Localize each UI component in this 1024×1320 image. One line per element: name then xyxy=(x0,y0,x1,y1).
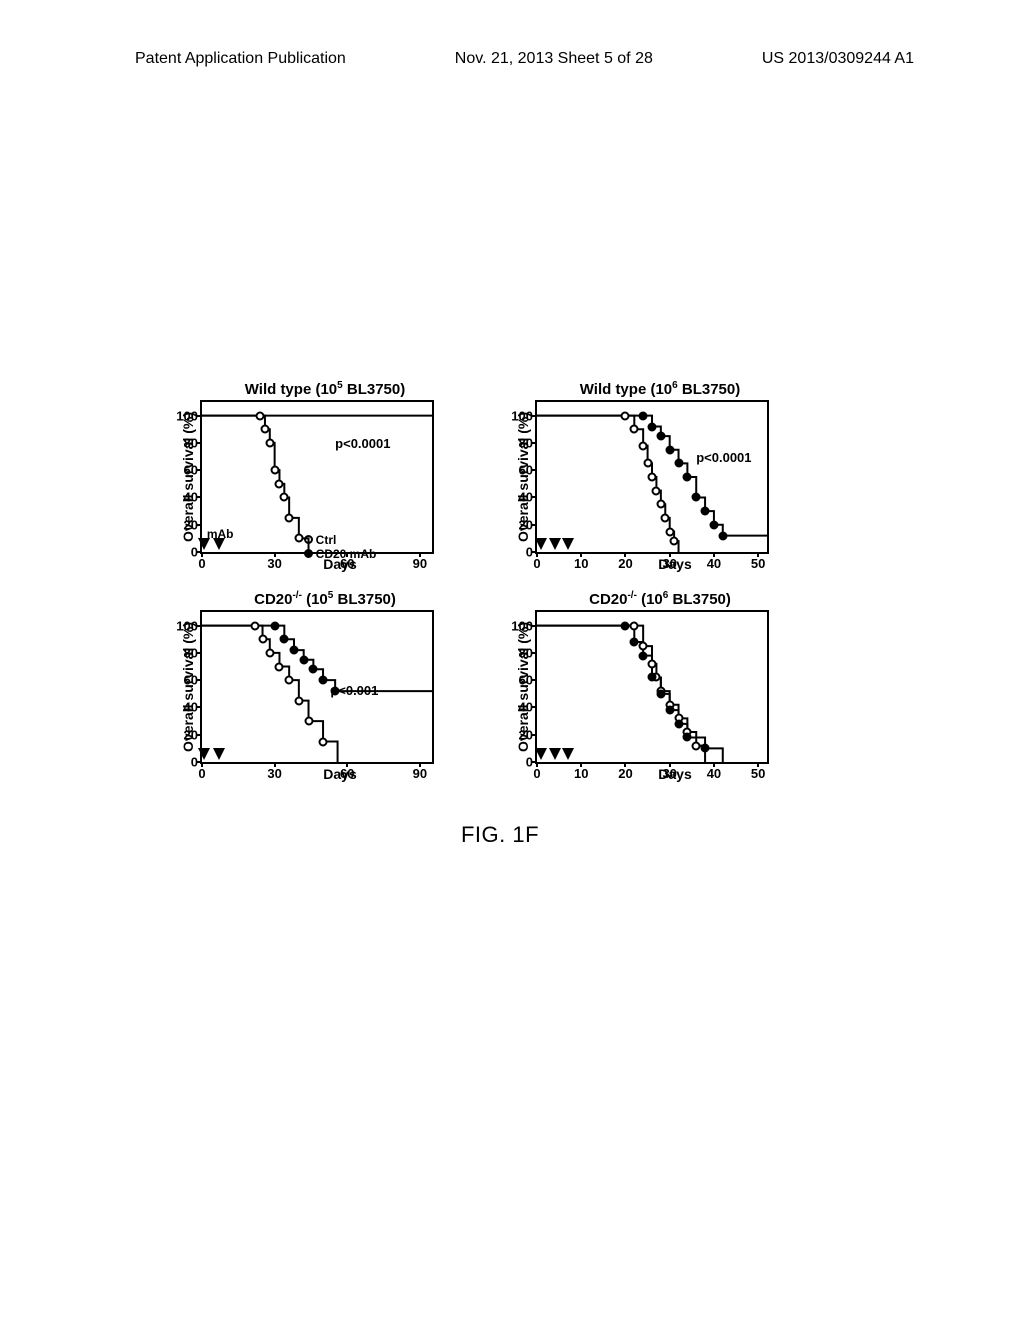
open-marker xyxy=(294,534,303,543)
treatment-arrow-icon xyxy=(549,538,561,550)
header-left: Patent Application Publication xyxy=(135,50,346,68)
plot-box: 0204060801000306090p<0.001 xyxy=(200,610,434,764)
open-marker xyxy=(630,621,639,630)
plot-box: 0204060801000306090p<0.0001mAbCtrlCD20 m… xyxy=(200,400,434,554)
p-value-label: p<0.0001 xyxy=(335,436,390,451)
open-marker xyxy=(648,659,657,668)
legend-label: CD20 mAb xyxy=(316,547,377,561)
survival-curve-svg xyxy=(202,402,432,552)
filled-marker xyxy=(290,646,299,655)
p-value-label: p<0.0001 xyxy=(696,450,751,465)
filled-marker xyxy=(683,473,692,482)
filled-marker xyxy=(674,459,683,468)
open-marker xyxy=(265,648,274,657)
treatment-arrow-icon xyxy=(562,748,574,760)
survival-panel-cd20-1e6: CD20-/- (106 BL3750)Overall survival (%)… xyxy=(515,590,805,782)
open-marker xyxy=(692,741,701,750)
survival-panel-wt-1e6: Wild type (106 BL3750)Overall survival (… xyxy=(515,380,805,572)
open-marker xyxy=(294,696,303,705)
filled-marker xyxy=(319,676,328,685)
open-marker xyxy=(656,500,665,509)
filled-marker xyxy=(709,520,718,529)
treatment-arrow-icon xyxy=(535,748,547,760)
legend-marker-icon xyxy=(304,549,313,558)
treatment-arrow-icon xyxy=(213,748,225,760)
open-marker xyxy=(621,411,630,420)
plot-box: 02040608010001020304050p<0.0001 xyxy=(535,400,769,554)
open-marker xyxy=(643,459,652,468)
filled-marker xyxy=(630,638,639,647)
open-marker xyxy=(665,527,674,536)
filled-marker xyxy=(683,733,692,742)
treatment-arrow-icon xyxy=(562,538,574,550)
open-marker xyxy=(251,621,260,630)
survival-panel-cd20-1e5: CD20-/- (105 BL3750)Overall survival (%)… xyxy=(180,590,470,782)
filled-marker xyxy=(621,621,630,630)
open-marker xyxy=(265,438,274,447)
page-header: Patent Application Publication Nov. 21, … xyxy=(0,0,1024,68)
panel-title: CD20-/- (106 BL3750) xyxy=(515,590,805,608)
open-marker xyxy=(270,466,279,475)
open-marker xyxy=(319,737,328,746)
filled-marker xyxy=(692,493,701,502)
legend-label: Ctrl xyxy=(316,533,337,547)
filled-marker xyxy=(656,432,665,441)
open-marker xyxy=(275,479,284,488)
open-marker xyxy=(304,717,313,726)
open-marker xyxy=(280,493,289,502)
open-marker xyxy=(260,425,269,434)
filled-marker xyxy=(718,531,727,540)
legend-marker-icon xyxy=(304,535,313,544)
filled-marker xyxy=(665,445,674,454)
survival-curve-svg xyxy=(202,612,432,762)
filled-marker xyxy=(309,665,318,674)
open-marker xyxy=(648,473,657,482)
open-marker xyxy=(652,486,661,495)
open-marker xyxy=(639,642,648,651)
treatment-arrow-icon xyxy=(198,748,210,760)
filled-marker xyxy=(648,673,657,682)
open-marker xyxy=(285,676,294,685)
legend: CtrlCD20 mAb xyxy=(304,533,377,561)
filled-marker xyxy=(639,651,648,660)
survival-panel-wt-1e5: Wild type (105 BL3750)Overall survival (… xyxy=(180,380,470,572)
filled-marker xyxy=(648,422,657,431)
filled-marker xyxy=(639,411,648,420)
survival-curve-svg xyxy=(537,612,767,762)
plot-box: 02040608010001020304050 xyxy=(535,610,769,764)
panel-grid: Wild type (105 BL3750)Overall survival (… xyxy=(180,380,820,782)
panel-title: Wild type (105 BL3750) xyxy=(180,380,470,398)
filled-marker xyxy=(701,744,710,753)
p-value-label: p<0.001 xyxy=(330,683,378,698)
open-marker xyxy=(258,635,267,644)
filled-marker xyxy=(299,655,308,664)
filled-marker xyxy=(270,621,279,630)
open-marker xyxy=(630,425,639,434)
header-center: Nov. 21, 2013 Sheet 5 of 28 xyxy=(455,50,653,68)
treatment-arrow-icon xyxy=(535,538,547,550)
panel-title: CD20-/- (105 BL3750) xyxy=(180,590,470,608)
open-marker xyxy=(285,513,294,522)
filled-marker xyxy=(701,507,710,516)
filled-marker xyxy=(674,719,683,728)
filled-marker xyxy=(656,689,665,698)
open-marker xyxy=(670,537,679,546)
figure-caption: FIG. 1F xyxy=(180,822,820,848)
open-marker xyxy=(661,513,670,522)
filled-marker xyxy=(280,635,289,644)
header-right: US 2013/0309244 A1 xyxy=(762,50,914,68)
figure-area: Wild type (105 BL3750)Overall survival (… xyxy=(180,380,820,848)
open-marker xyxy=(639,441,648,450)
filled-marker xyxy=(665,706,674,715)
open-marker xyxy=(256,411,265,420)
panel-title: Wild type (106 BL3750) xyxy=(515,380,805,398)
mab-label: mAb xyxy=(207,527,234,541)
treatment-arrow-icon xyxy=(549,748,561,760)
open-marker xyxy=(275,662,284,671)
